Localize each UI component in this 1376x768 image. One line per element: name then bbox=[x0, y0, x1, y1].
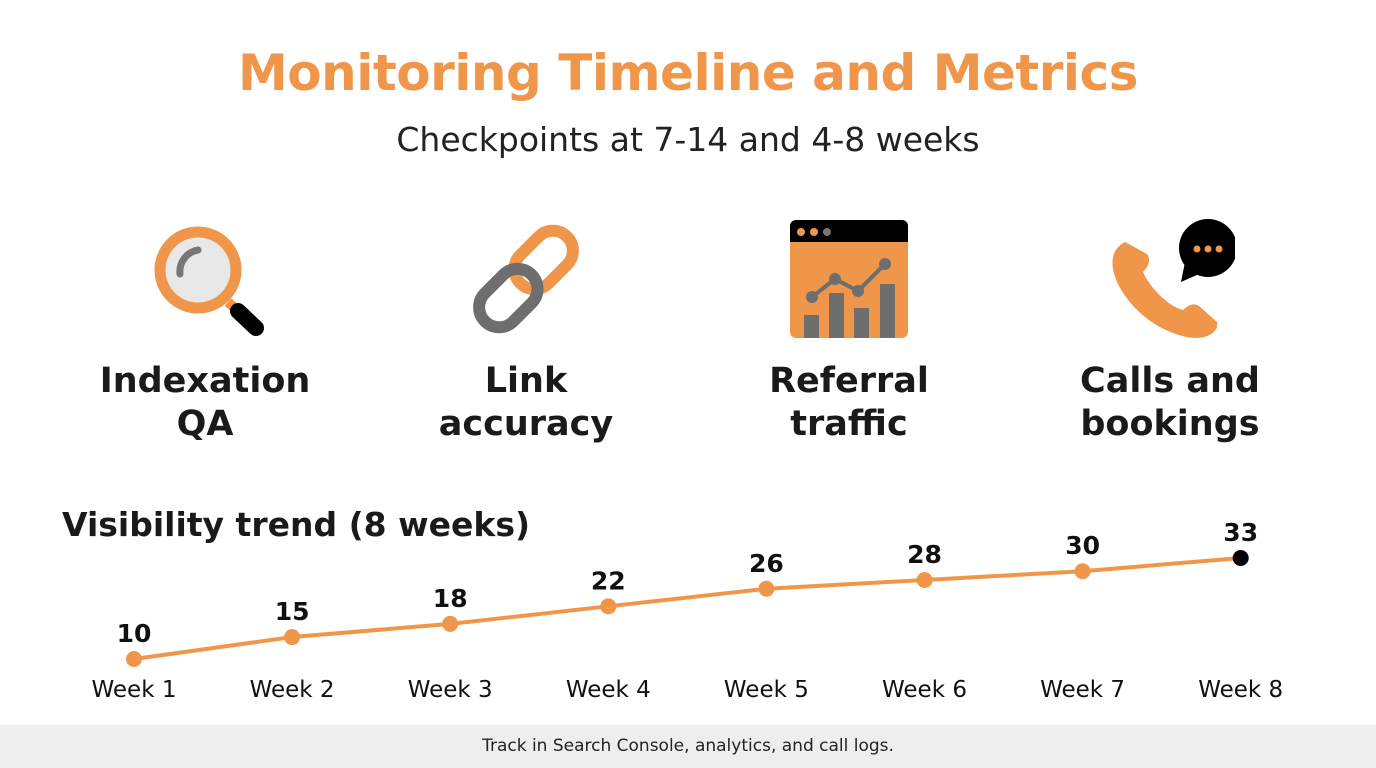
metric-label-line2: QA bbox=[176, 404, 234, 444]
phone-chat-bubble-icon bbox=[1112, 219, 1235, 338]
x-tick-label: Week 4 bbox=[566, 677, 651, 703]
x-tick-label: Week 3 bbox=[408, 677, 493, 703]
x-tick-label: Week 7 bbox=[1040, 677, 1125, 703]
data-point bbox=[284, 629, 301, 646]
footer-note: Track in Search Console, analytics, and … bbox=[0, 725, 1376, 768]
x-tick-label: Week 1 bbox=[92, 677, 177, 703]
data-point bbox=[126, 651, 142, 667]
data-point bbox=[916, 571, 933, 588]
data-label: 18 bbox=[433, 584, 468, 613]
data-label: 22 bbox=[591, 566, 626, 595]
magnifying-glass-icon bbox=[154, 226, 264, 336]
visibility-line-chart: 10 Week 1 15 Week 2 18 Week 3 22 Week 4 26 Week 5… bbox=[92, 518, 1284, 703]
metric-label-line1: Referral bbox=[769, 361, 929, 401]
series-line bbox=[133, 556, 1241, 661]
metric-referral-traffic: Referral traffic bbox=[699, 218, 999, 446]
chain-link-icon bbox=[473, 224, 579, 334]
data-point bbox=[442, 615, 459, 632]
metric-link-accuracy: Link accuracy bbox=[376, 218, 676, 446]
chart-title: Visibility trend (8 weeks) bbox=[62, 505, 531, 544]
x-tick-label: Week 6 bbox=[882, 677, 967, 703]
metric-label-line1: Indexation bbox=[99, 361, 311, 401]
data-point bbox=[1232, 550, 1249, 567]
data-point bbox=[758, 580, 775, 597]
x-tick-label: Week 5 bbox=[724, 677, 809, 703]
page-subtitle: Checkpoints at 7-14 and 4-8 weeks bbox=[396, 120, 980, 159]
metric-label-line1: Calls and bbox=[1080, 361, 1260, 401]
data-label: 33 bbox=[1223, 518, 1258, 547]
data-label: 26 bbox=[749, 549, 784, 578]
data-point bbox=[600, 598, 617, 615]
x-tick-label: Week 2 bbox=[250, 677, 335, 703]
data-label: 30 bbox=[1065, 531, 1100, 560]
metric-label-line2: traffic bbox=[790, 404, 908, 444]
x-tick-label: Week 8 bbox=[1198, 677, 1283, 703]
metric-calls-bookings: Calls and bookings bbox=[1020, 218, 1320, 446]
data-point bbox=[1074, 563, 1091, 580]
metric-indexation-qa: Indexation QA bbox=[55, 218, 355, 446]
metric-label-line2: bookings bbox=[1080, 404, 1260, 444]
browser-analytics-chart-icon bbox=[790, 220, 908, 338]
metric-label-line1: Link bbox=[484, 361, 568, 401]
data-label: 15 bbox=[275, 597, 310, 626]
data-label: 10 bbox=[117, 619, 152, 648]
page-title: Monitoring Timeline and Metrics bbox=[238, 44, 1138, 102]
metric-label-line2: accuracy bbox=[438, 404, 614, 444]
data-label: 28 bbox=[907, 540, 942, 569]
